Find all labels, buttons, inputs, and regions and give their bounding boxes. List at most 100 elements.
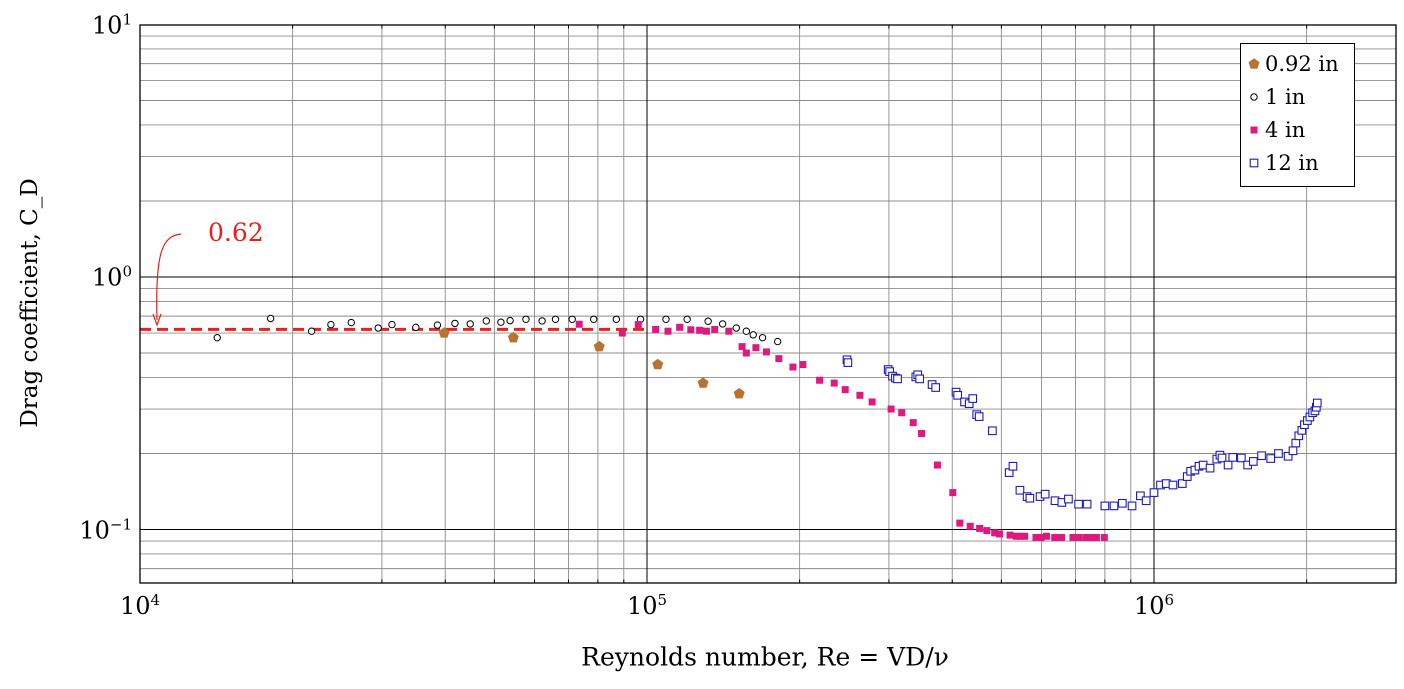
- data-point: [988, 426, 997, 436]
- data-point: [1117, 498, 1127, 508]
- data-point: [732, 324, 740, 332]
- reference-line-label: 0.62: [208, 218, 264, 247]
- data-point: [1248, 457, 1258, 466]
- data-point: [1074, 499, 1083, 509]
- data-point: [575, 320, 583, 328]
- data-point: [789, 363, 797, 371]
- data-point: [538, 317, 546, 325]
- data-point: [664, 327, 672, 335]
- data-point: [1291, 438, 1301, 448]
- data-point: [725, 327, 733, 335]
- data-point: [522, 315, 530, 323]
- data-point: [1168, 480, 1178, 490]
- data-point: [976, 524, 984, 532]
- data-point: [1288, 446, 1298, 456]
- data-point: [1037, 533, 1045, 541]
- data-point: [1312, 398, 1322, 408]
- x-tick-label: 105: [626, 591, 668, 620]
- series-12-in: [842, 355, 1322, 511]
- data-point: [1141, 496, 1151, 506]
- reference-arrow-curve: [156, 233, 182, 321]
- data-point: [949, 489, 957, 497]
- data-point: [433, 321, 442, 329]
- legend-marker: [1250, 126, 1258, 134]
- data-point: [1177, 479, 1187, 488]
- data-point: [1016, 532, 1024, 540]
- data-point: [466, 320, 474, 328]
- data-point: [1008, 461, 1018, 471]
- data-point: [697, 377, 709, 388]
- data-point: [307, 327, 316, 335]
- data-point: [1100, 501, 1110, 511]
- data-point: [327, 320, 335, 329]
- data-point: [742, 349, 750, 357]
- minor-gridlines: [140, 25, 1396, 583]
- y-axis-title: Drag coefficient, C_D: [17, 178, 43, 427]
- data-point: [752, 344, 760, 352]
- data-point: [1266, 454, 1276, 463]
- data-point: [1069, 533, 1077, 541]
- data-point: [451, 319, 459, 328]
- data-point: [1040, 489, 1050, 499]
- data-point: [1257, 451, 1266, 461]
- data-point: [1064, 494, 1073, 504]
- y-axis-title-text: Drag coefficient, C_D: [17, 178, 43, 428]
- data-point: [1217, 453, 1227, 463]
- data-point: [652, 358, 664, 370]
- data-point: [1274, 449, 1283, 458]
- x-tick-label: 106: [1133, 591, 1175, 620]
- data-point: [733, 387, 745, 399]
- data-point: [438, 327, 450, 338]
- legend-marker: [1248, 58, 1260, 69]
- x-axis-title: Reynolds number, Re = VD/ν: [581, 643, 949, 672]
- data-point: [676, 323, 684, 331]
- data-point: [773, 337, 782, 346]
- data-point: [887, 405, 895, 413]
- legend-entry: 1 in: [1241, 82, 1354, 112]
- data-point: [758, 333, 767, 342]
- legend-entry: 4 in: [1241, 115, 1354, 145]
- data-point: [738, 343, 746, 351]
- series-0-92-in: [438, 327, 745, 399]
- data-point: [662, 315, 670, 323]
- data-point: [1109, 501, 1119, 511]
- data-point: [1012, 532, 1020, 540]
- data-point: [996, 530, 1004, 538]
- data-point: [704, 317, 712, 325]
- y-tick-label: 101: [91, 10, 132, 39]
- data-point: [506, 316, 514, 325]
- data-point: [507, 331, 519, 343]
- legend-entry: 12 in: [1241, 148, 1354, 178]
- data-point: [1043, 532, 1051, 540]
- data-point: [856, 391, 864, 399]
- data-point: [983, 527, 991, 535]
- data-point: [909, 419, 917, 427]
- legend-label: 4 in: [1265, 118, 1306, 142]
- data-point: [1136, 491, 1145, 501]
- data-point: [1082, 499, 1092, 509]
- data-point: [931, 383, 941, 392]
- data-point: [816, 376, 824, 384]
- data-point: [1223, 460, 1233, 470]
- y-tick-label: 100: [91, 262, 132, 292]
- data-point: [868, 398, 876, 406]
- data-point: [1100, 533, 1108, 541]
- data-point: [898, 409, 906, 417]
- legend-label: 0.92 in: [1265, 52, 1339, 76]
- data-point: [1205, 463, 1215, 473]
- data-point: [1149, 488, 1159, 497]
- data-point: [412, 323, 420, 332]
- data-point: [843, 358, 853, 367]
- data-point: [213, 333, 221, 342]
- data-point: [762, 348, 770, 356]
- legend: 0.92 in 1 in 4 in 12 in: [1240, 43, 1355, 187]
- data-point: [1237, 453, 1246, 463]
- y-tick-label: 10−1: [79, 515, 132, 544]
- data-point: [799, 361, 807, 369]
- x-tick-label: 104: [119, 591, 161, 620]
- data-point: [388, 320, 396, 329]
- data-point: [696, 326, 704, 334]
- data-point: [711, 325, 719, 333]
- data-point: [652, 325, 660, 333]
